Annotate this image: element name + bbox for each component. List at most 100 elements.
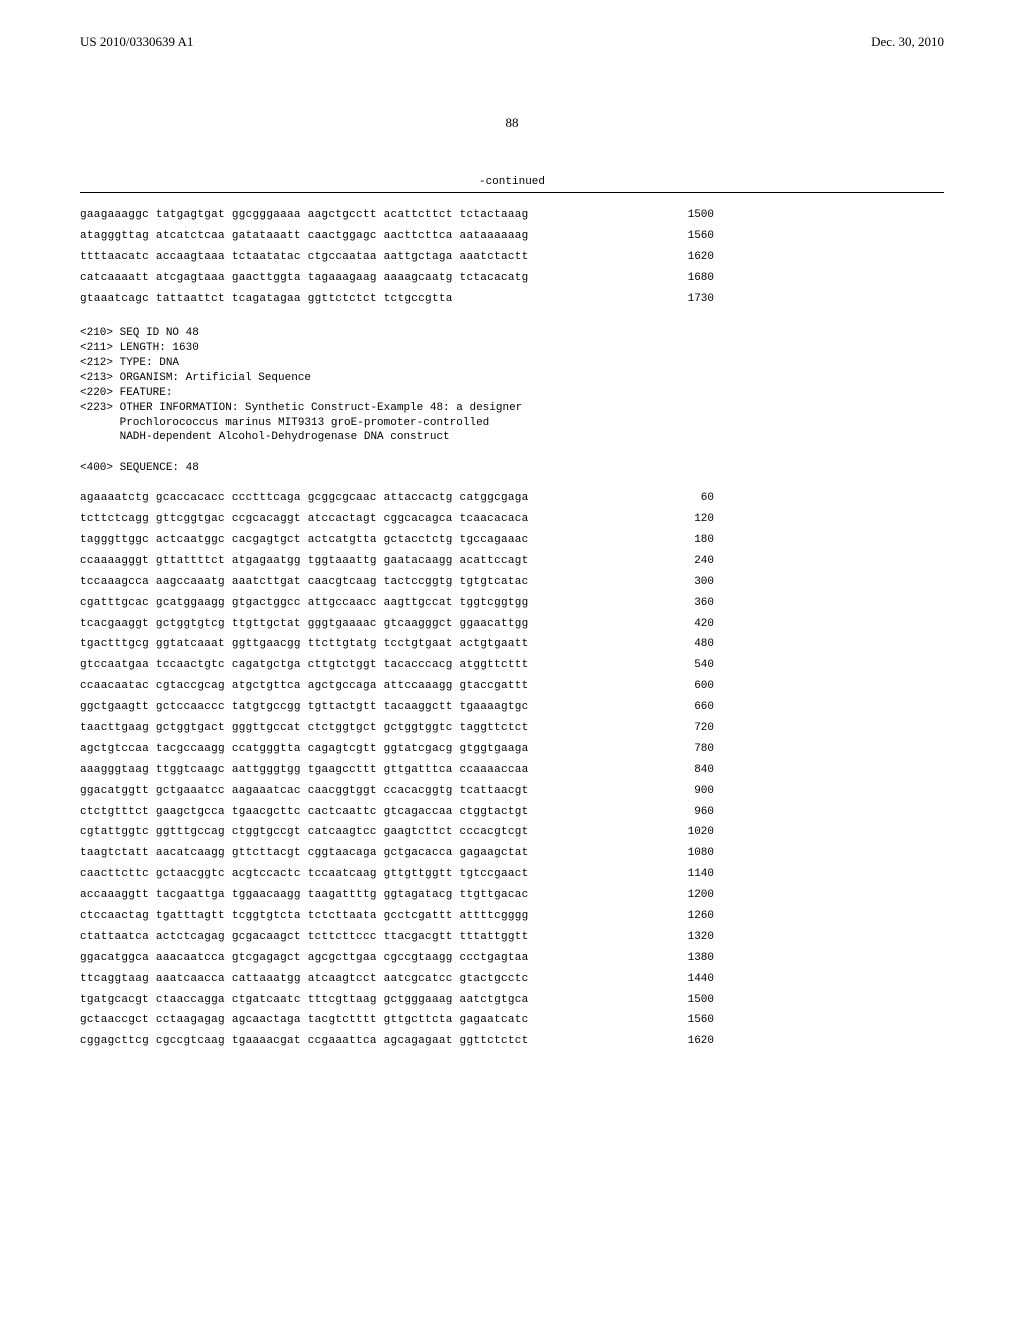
sequence-position: 180 bbox=[694, 530, 944, 551]
sequence-position: 1500 bbox=[688, 205, 944, 226]
sequence-text: taagtctatt aacatcaagg gttcttacgt cggtaac… bbox=[80, 843, 529, 864]
sequence-text: catcaaaatt atcgagtaaa gaacttggta tagaaag… bbox=[80, 268, 529, 289]
sequence-text: agctgtccaa tacgccaagg ccatgggtta cagagtc… bbox=[80, 739, 529, 760]
sequence-text: gtaaatcagc tattaattct tcagatagaa ggttctc… bbox=[80, 289, 453, 310]
sequence-line: tgatgcacgt ctaaccagga ctgatcaatc tttcgtt… bbox=[80, 990, 944, 1011]
sequence-position: 1730 bbox=[688, 289, 944, 310]
sequence-line: tgactttgcg ggtatcaaat ggttgaacgg ttcttgt… bbox=[80, 634, 944, 655]
sequence-position: 1680 bbox=[688, 268, 944, 289]
sequence-line: ctattaatca actctcagag gcgacaagct tcttctt… bbox=[80, 927, 944, 948]
sequence-line: cgtattggtc ggtttgccag ctggtgccgt catcaag… bbox=[80, 822, 944, 843]
sequence-line: tcttctcagg gttcggtgac ccgcacaggt atccact… bbox=[80, 509, 944, 530]
sequence-line: ttttaacatc accaagtaaa tctaatatac ctgccaa… bbox=[80, 247, 944, 268]
sequence-text: cgtattggtc ggtttgccag ctggtgccgt catcaag… bbox=[80, 822, 529, 843]
sequence-text: atagggttag atcatctcaa gatataaatt caactgg… bbox=[80, 226, 529, 247]
sequence-line: gctaaccgct cctaagagag agcaactaga tacgtct… bbox=[80, 1010, 944, 1031]
sequence-position: 60 bbox=[701, 488, 944, 509]
sequence-position: 1500 bbox=[688, 990, 944, 1011]
sequence-text: ctctgtttct gaagctgcca tgaacgcttc cactcaa… bbox=[80, 802, 529, 823]
sequence-position: 1080 bbox=[688, 843, 944, 864]
sequence-position: 900 bbox=[694, 781, 944, 802]
sequence-line: caacttcttc gctaacggtc acgtccactc tccaatc… bbox=[80, 864, 944, 885]
sequence-text: aaagggtaag ttggtcaagc aattgggtgg tgaagcc… bbox=[80, 760, 529, 781]
sequence-position: 300 bbox=[694, 572, 944, 593]
sequence-position: 1620 bbox=[688, 247, 944, 268]
sequence-text: ggacatggtt gctgaaatcc aagaaatcac caacggt… bbox=[80, 781, 529, 802]
sequence-line: aaagggtaag ttggtcaagc aattgggtgg tgaagcc… bbox=[80, 760, 944, 781]
sequence-position: 360 bbox=[694, 593, 944, 614]
sequence-text: tcttctcagg gttcggtgac ccgcacaggt atccact… bbox=[80, 509, 529, 530]
sequence-header-2: <400> SEQUENCE: 48 bbox=[80, 462, 944, 474]
continued-label: -continued bbox=[80, 176, 944, 188]
sequence-line: atagggttag atcatctcaa gatataaatt caactgg… bbox=[80, 226, 944, 247]
sequence-position: 1560 bbox=[688, 1010, 944, 1031]
sequence-line: ttcaggtaag aaatcaacca cattaaatgg atcaagt… bbox=[80, 969, 944, 990]
sequence-text: cgatttgcac gcatggaagg gtgactggcc attgcca… bbox=[80, 593, 529, 614]
sequence-line: tagggttggc actcaatggc cacgagtgct actcatg… bbox=[80, 530, 944, 551]
sequence-line: catcaaaatt atcgagtaaa gaacttggta tagaaag… bbox=[80, 268, 944, 289]
sequence-position: 480 bbox=[694, 634, 944, 655]
sequence-line: agctgtccaa tacgccaagg ccatgggtta cagagtc… bbox=[80, 739, 944, 760]
sequence-position: 240 bbox=[694, 551, 944, 572]
sequence-line: cgatttgcac gcatggaagg gtgactggcc attgcca… bbox=[80, 593, 944, 614]
sequence-line: ggctgaagtt gctccaaccc tatgtgccgg tgttact… bbox=[80, 697, 944, 718]
sequence-position: 420 bbox=[694, 614, 944, 635]
sequence-position: 660 bbox=[694, 697, 944, 718]
sequence-line: tccaaagcca aagccaaatg aaatcttgat caacgtc… bbox=[80, 572, 944, 593]
publication-date: Dec. 30, 2010 bbox=[871, 34, 944, 50]
metadata-block: <210> SEQ ID NO 48 <211> LENGTH: 1630 <2… bbox=[80, 326, 944, 445]
sequence-line: ggacatggca aaacaatcca gtcgagagct agcgctt… bbox=[80, 948, 944, 969]
sequence-line: accaaaggtt tacgaattga tggaacaagg taagatt… bbox=[80, 885, 944, 906]
page-number: 88 bbox=[80, 115, 944, 131]
sequence-text: agaaaatctg gcaccacacc ccctttcaga gcggcgc… bbox=[80, 488, 529, 509]
sequence-text: ggacatggca aaacaatcca gtcgagagct agcgctt… bbox=[80, 948, 529, 969]
publication-number: US 2010/0330639 A1 bbox=[80, 34, 193, 50]
sequence-line: agaaaatctg gcaccacacc ccctttcaga gcggcgc… bbox=[80, 488, 944, 509]
sequence-text: accaaaggtt tacgaattga tggaacaagg taagatt… bbox=[80, 885, 529, 906]
sequence-block-1: gaagaaaggc tatgagtgat ggcgggaaaa aagctgc… bbox=[80, 205, 944, 309]
sequence-line: ctccaactag tgatttagtt tcggtgtcta tctctta… bbox=[80, 906, 944, 927]
sequence-text: ttcaggtaag aaatcaacca cattaaatgg atcaagt… bbox=[80, 969, 529, 990]
sequence-position: 1200 bbox=[688, 885, 944, 906]
sequence-position: 120 bbox=[694, 509, 944, 530]
sequence-line: ggacatggtt gctgaaatcc aagaaatcac caacggt… bbox=[80, 781, 944, 802]
sequence-text: ggctgaagtt gctccaaccc tatgtgccgg tgttact… bbox=[80, 697, 529, 718]
sequence-position: 1560 bbox=[688, 226, 944, 247]
sequence-text: ccaacaatac cgtaccgcag atgctgttca agctgcc… bbox=[80, 676, 529, 697]
sequence-text: ttttaacatc accaagtaaa tctaatatac ctgccaa… bbox=[80, 247, 529, 268]
sequence-line: gaagaaaggc tatgagtgat ggcgggaaaa aagctgc… bbox=[80, 205, 944, 226]
sequence-position: 960 bbox=[694, 802, 944, 823]
sequence-line: ctctgtttct gaagctgcca tgaacgcttc cactcaa… bbox=[80, 802, 944, 823]
sequence-text: tagggttggc actcaatggc cacgagtgct actcatg… bbox=[80, 530, 529, 551]
sequence-line: taacttgaag gctggtgact gggttgccat ctctggt… bbox=[80, 718, 944, 739]
sequence-text: tgactttgcg ggtatcaaat ggttgaacgg ttcttgt… bbox=[80, 634, 529, 655]
sequence-position: 1020 bbox=[688, 822, 944, 843]
sequence-text: caacttcttc gctaacggtc acgtccactc tccaatc… bbox=[80, 864, 529, 885]
sequence-position: 1260 bbox=[688, 906, 944, 927]
sequence-position: 1380 bbox=[688, 948, 944, 969]
sequence-text: taacttgaag gctggtgact gggttgccat ctctggt… bbox=[80, 718, 529, 739]
sequence-position: 1620 bbox=[688, 1031, 944, 1052]
divider-top bbox=[80, 192, 944, 193]
sequence-line: taagtctatt aacatcaagg gttcttacgt cggtaac… bbox=[80, 843, 944, 864]
sequence-line: ccaacaatac cgtaccgcag atgctgttca agctgcc… bbox=[80, 676, 944, 697]
sequence-position: 1140 bbox=[688, 864, 944, 885]
sequence-position: 780 bbox=[694, 739, 944, 760]
sequence-text: tgatgcacgt ctaaccagga ctgatcaatc tttcgtt… bbox=[80, 990, 529, 1011]
sequence-text: ccaaaagggt gttattttct atgagaatgg tggtaaa… bbox=[80, 551, 529, 572]
sequence-text: gtccaatgaa tccaactgtc cagatgctga cttgtct… bbox=[80, 655, 529, 676]
sequence-position: 840 bbox=[694, 760, 944, 781]
sequence-text: gaagaaaggc tatgagtgat ggcgggaaaa aagctgc… bbox=[80, 205, 529, 226]
sequence-text: tcacgaaggt gctggtgtcg ttgttgctat gggtgaa… bbox=[80, 614, 529, 635]
sequence-line: tcacgaaggt gctggtgtcg ttgttgctat gggtgaa… bbox=[80, 614, 944, 635]
sequence-line: gtccaatgaa tccaactgtc cagatgctga cttgtct… bbox=[80, 655, 944, 676]
sequence-position: 600 bbox=[694, 676, 944, 697]
sequence-line: cggagcttcg cgccgtcaag tgaaaacgat ccgaaat… bbox=[80, 1031, 944, 1052]
sequence-position: 1440 bbox=[688, 969, 944, 990]
sequence-text: cggagcttcg cgccgtcaag tgaaaacgat ccgaaat… bbox=[80, 1031, 529, 1052]
sequence-text: tccaaagcca aagccaaatg aaatcttgat caacgtc… bbox=[80, 572, 529, 593]
sequence-text: ctattaatca actctcagag gcgacaagct tcttctt… bbox=[80, 927, 529, 948]
sequence-line: ccaaaagggt gttattttct atgagaatgg tggtaaa… bbox=[80, 551, 944, 572]
sequence-position: 1320 bbox=[688, 927, 944, 948]
sequence-text: ctccaactag tgatttagtt tcggtgtcta tctctta… bbox=[80, 906, 529, 927]
